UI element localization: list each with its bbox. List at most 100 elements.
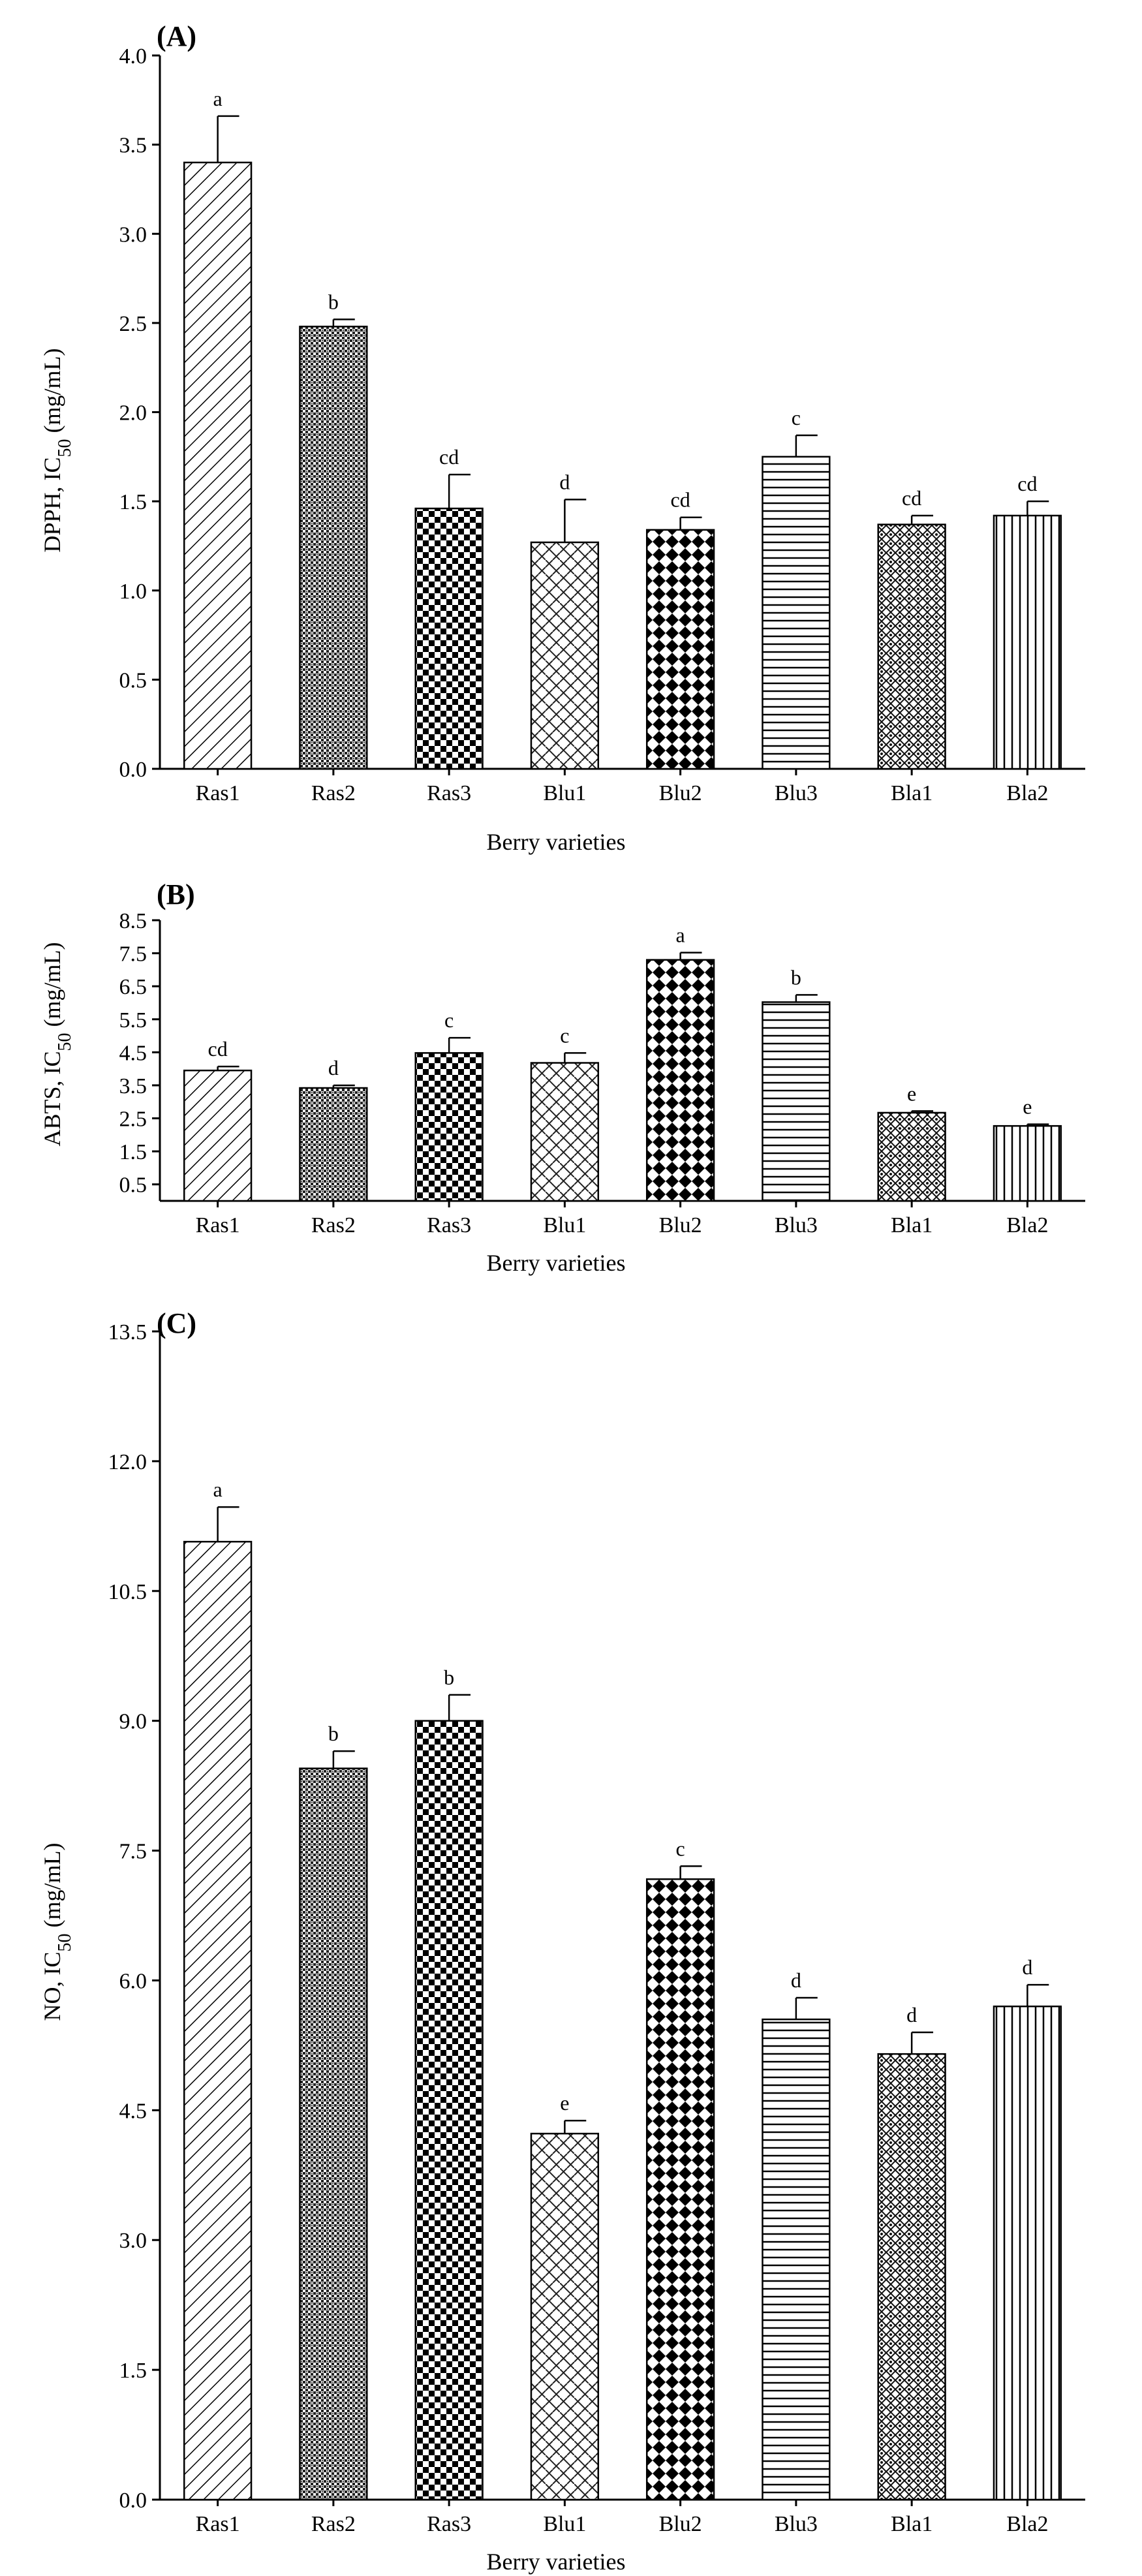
bar (877, 2053, 946, 2501)
y-tick-label: 12.0 (108, 1450, 147, 1474)
category-label: Blu2 (659, 1213, 702, 1237)
y-tick-label: 7.5 (119, 942, 147, 967)
y-tick-label: 9.0 (119, 1710, 147, 1734)
category-label: Bla2 (1006, 781, 1048, 805)
significance-label: d (559, 470, 570, 493)
category-label: Blu1 (543, 1213, 586, 1237)
y-tick-label: 0.5 (119, 668, 147, 692)
y-tick-label: 1.5 (119, 2359, 147, 2383)
bar (993, 2005, 1062, 2501)
x-axis-title: Berry varieties (487, 829, 626, 855)
category-label: Bla1 (891, 1213, 933, 1237)
x-axis-title: Berry varieties (487, 2549, 626, 2575)
category-label: Blu1 (543, 2512, 586, 2536)
y-tick-label: 7.5 (119, 1840, 147, 1864)
bar (414, 1052, 484, 1202)
category-label: Bla1 (891, 781, 933, 805)
category-label: Bla2 (1006, 1213, 1048, 1237)
category-label: Ras2 (311, 1213, 356, 1237)
y-tick-label: 5.5 (119, 1008, 147, 1032)
y-tick-label: 1.5 (119, 1140, 147, 1164)
y-tick-label: 0.0 (119, 2489, 147, 2513)
significance-label: d (1022, 1955, 1032, 1979)
bar (993, 1125, 1062, 1202)
significance-label: b (444, 1666, 454, 1689)
category-label: Ras1 (196, 781, 240, 805)
y-tick-label: 3.5 (119, 1074, 147, 1098)
chart-panel-a: (A) Berry varieties DPPH, IC50 (mg/mL) 0… (39, 20, 1085, 855)
significance-label: a (676, 923, 685, 947)
significance-label: e (1023, 1095, 1032, 1119)
category-label: Blu1 (543, 781, 586, 805)
significance-label: c (444, 1008, 454, 1032)
bar (645, 959, 715, 1202)
category-label: Blu3 (775, 1213, 818, 1237)
y-tick-label: 0.5 (119, 1173, 147, 1198)
category-label: Ras2 (311, 2512, 356, 2536)
category-label: Ras1 (196, 1213, 240, 1237)
y-tick-label: 6.0 (119, 1969, 147, 1993)
category-label: Ras2 (311, 781, 356, 805)
bar (877, 1111, 946, 1202)
y-tick-label: 8.5 (119, 909, 147, 933)
y-tick-label: 4.5 (119, 2099, 147, 2123)
y-tick-label: 1.5 (119, 490, 147, 514)
bar (762, 2018, 831, 2501)
bar (183, 1069, 253, 1202)
significance-label: d (791, 1968, 801, 1992)
x-axis-title: Berry varieties (487, 1250, 626, 1276)
panel-label: (A) (157, 20, 196, 52)
significance-label: b (328, 1722, 339, 1745)
y-tick-label: 6.5 (119, 975, 147, 999)
bar (183, 161, 253, 770)
significance-label: b (328, 290, 339, 313)
bar (530, 2132, 600, 2501)
y-tick-label: 3.0 (119, 223, 147, 247)
y-tick-label: 0.0 (119, 758, 147, 782)
y-tick-label: 3.0 (119, 2229, 147, 2253)
bar (299, 1767, 368, 2501)
panel-label: (B) (157, 878, 195, 910)
bar (299, 1087, 368, 1202)
significance-label: c (676, 1837, 685, 1860)
y-tick-label: 1.0 (119, 580, 147, 604)
category-label: Ras3 (427, 781, 471, 805)
significance-label: d (906, 2003, 917, 2026)
y-tick-label: 4.5 (119, 1041, 147, 1065)
bar (645, 1878, 715, 2501)
y-tick-label: 10.5 (108, 1580, 147, 1604)
category-label: Blu3 (775, 781, 818, 805)
bar (414, 507, 484, 770)
significance-label: a (213, 1478, 223, 1501)
y-tick-label: 4.0 (119, 44, 147, 69)
y-tick-label: 13.5 (108, 1320, 147, 1344)
bar (877, 523, 946, 770)
significance-label: c (560, 1023, 569, 1047)
bar (530, 541, 600, 770)
significance-label: c (792, 406, 801, 429)
significance-label: b (791, 965, 801, 989)
significance-label: e (560, 2091, 569, 2115)
significance-label: cd (208, 1037, 228, 1061)
significance-label: cd (902, 486, 921, 510)
bar (530, 1062, 600, 1202)
category-label: Bla1 (891, 2512, 933, 2536)
significance-label: cd (671, 488, 690, 512)
category-label: Blu2 (659, 781, 702, 805)
bar (993, 514, 1062, 770)
significance-label: cd (1017, 472, 1037, 495)
significance-label: a (213, 87, 223, 110)
y-tick-label: 2.5 (119, 1108, 147, 1132)
chart-panel-c: (C) Berry varieties NO, IC50 (mg/mL) 0.0… (39, 1307, 1085, 2575)
bar (645, 529, 715, 770)
y-tick-label: 2.0 (119, 401, 147, 426)
category-label: Blu3 (775, 2512, 818, 2536)
category-label: Ras3 (427, 2512, 471, 2536)
category-label: Blu2 (659, 2512, 702, 2536)
panel-label: (C) (157, 1307, 196, 1339)
y-tick-label: 3.5 (119, 134, 147, 158)
bar (183, 1540, 253, 2501)
category-label: Ras3 (427, 1213, 471, 1237)
significance-label: d (328, 1056, 339, 1079)
